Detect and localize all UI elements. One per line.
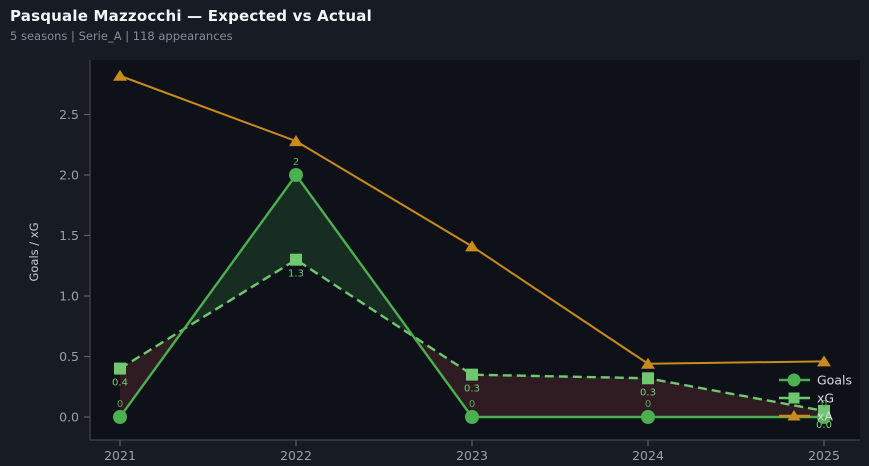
marker-xg-2025 bbox=[818, 404, 830, 417]
point-label-goals-2025: 0 bbox=[821, 399, 827, 410]
point-label-xg-2023: 0.3 bbox=[464, 384, 480, 395]
y-tick-label: 0.0 bbox=[59, 410, 79, 425]
y-tick-label: 2.5 bbox=[59, 107, 79, 122]
marker-xg-2023 bbox=[466, 368, 478, 381]
x-tick-label: 2021 bbox=[104, 448, 136, 463]
point-label-goals-2022: 2 bbox=[293, 157, 299, 168]
marker-xg-2022 bbox=[290, 253, 302, 266]
marker-xg-2024 bbox=[642, 372, 654, 385]
x-tick-label: 2024 bbox=[632, 448, 664, 463]
point-label-goals-2021: 0 bbox=[117, 399, 123, 410]
legend-marker-goals bbox=[787, 373, 801, 387]
fill-xg-above-goals bbox=[472, 374, 648, 417]
marker-xa-2024 bbox=[641, 357, 655, 369]
marker-goals-2022 bbox=[289, 168, 303, 182]
x-tick-label: 2025 bbox=[808, 448, 840, 463]
legend-marker-xa bbox=[787, 410, 801, 421]
fill-xg-above-goals bbox=[648, 378, 824, 417]
marker-xa-2021 bbox=[113, 69, 127, 81]
marker-xg-2021 bbox=[114, 362, 126, 375]
point-label-xg-2025: 0.0 bbox=[816, 420, 832, 431]
marker-goals-2023 bbox=[465, 410, 479, 424]
y-tick-label: 0.5 bbox=[59, 349, 79, 364]
marker-xa-2022 bbox=[289, 135, 303, 147]
y-axis-title: Goals / xG bbox=[27, 222, 41, 281]
point-label-goals-2023: 0 bbox=[469, 399, 475, 410]
y-tick-label: 1.0 bbox=[59, 289, 79, 304]
legend-label-xa: xA bbox=[817, 409, 833, 424]
chart-header: Pasquale Mazzocchi — Expected vs Actual … bbox=[10, 7, 372, 43]
legend-label-xg: xG bbox=[817, 391, 834, 406]
marker-goals-2024 bbox=[641, 410, 655, 424]
x-tick-label: 2022 bbox=[280, 448, 312, 463]
marker-goals-2021 bbox=[113, 410, 127, 424]
point-label-xg-2024: 0.3 bbox=[640, 387, 656, 398]
page-title: Pasquale Mazzocchi — Expected vs Actual bbox=[10, 7, 372, 25]
marker-xa-2023 bbox=[465, 240, 479, 252]
point-label-xg-2021: 0.4 bbox=[112, 378, 128, 389]
y-tick-label: 2.0 bbox=[59, 168, 79, 183]
y-tick-label: 1.5 bbox=[59, 228, 79, 243]
page-subtitle: 5 seasons | Serie_A | 118 appearances bbox=[10, 29, 233, 43]
series-line-xg bbox=[119, 258, 825, 413]
point-label-goals-2024: 0 bbox=[645, 399, 651, 410]
legend-marker-xg bbox=[788, 392, 800, 404]
marker-xa-2025 bbox=[817, 355, 831, 367]
legend-label-goals: Goals bbox=[817, 373, 852, 388]
x-tick-label: 2023 bbox=[456, 448, 488, 463]
point-label-xg-2022: 1.3 bbox=[288, 269, 304, 280]
